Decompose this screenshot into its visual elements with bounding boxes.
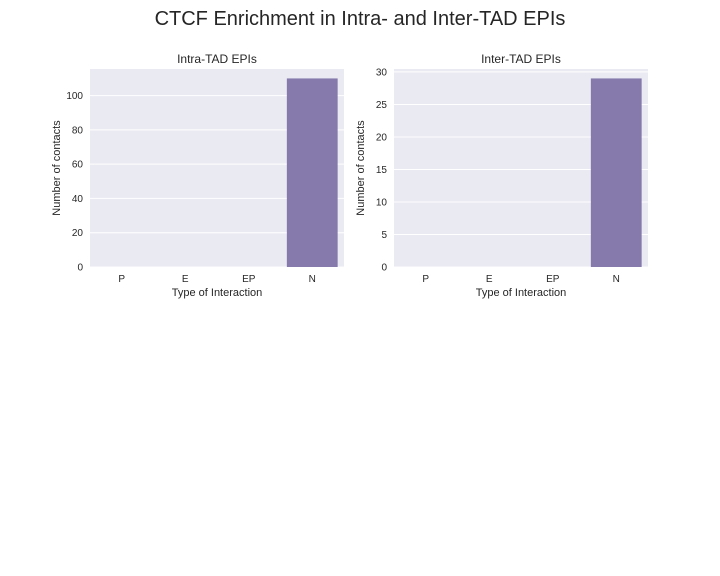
y-tick-label: 0 [381,263,387,274]
axes-title: Intra-TAD EPIs [177,52,257,66]
x-axis-label: Type of Interaction [476,287,567,299]
x-axis-label: Type of Interaction [172,287,263,299]
x-tick-label: P [422,274,429,285]
x-tick-label: EP [242,274,256,285]
x-tick-label: EP [546,274,560,285]
y-tick-label: 80 [72,125,84,136]
y-tick-label: 0 [77,263,83,274]
y-tick-label: 15 [376,165,388,176]
axes-title: Inter-TAD EPIs [481,52,561,66]
y-tick-label: 30 [376,67,388,78]
y-tick-label: 20 [376,132,388,143]
y-tick-label: 60 [72,160,84,171]
figure-title: CTCF Enrichment in Intra- and Inter-TAD … [154,8,566,30]
x-tick-label: E [486,274,493,285]
y-tick-label: 25 [376,100,388,111]
axes-intra-tad: 0 20 40 60 80 100 P E EP N Intra-TAD EPIs Type of I… [51,52,344,299]
x-tick-label: P [118,274,125,285]
y-tick-label: 20 [72,228,84,239]
axes-inter-tad: 0 5 10 15 20 25 30 P E EP N Inter-TAD EPIs Type of I… [355,52,648,299]
y-axis-label: Number of contacts [355,120,367,216]
bar-n [590,78,642,267]
x-tick-label: N [309,274,316,285]
y-tick-label: 100 [66,91,83,102]
y-tick-label: 40 [72,194,84,205]
y-tick-label: 5 [381,230,387,241]
y-axis-label: Number of contacts [51,120,63,216]
bar-n [286,78,338,267]
y-tick-label: 10 [376,197,388,208]
x-tick-label: E [182,274,189,285]
x-tick-label: N [613,274,620,285]
